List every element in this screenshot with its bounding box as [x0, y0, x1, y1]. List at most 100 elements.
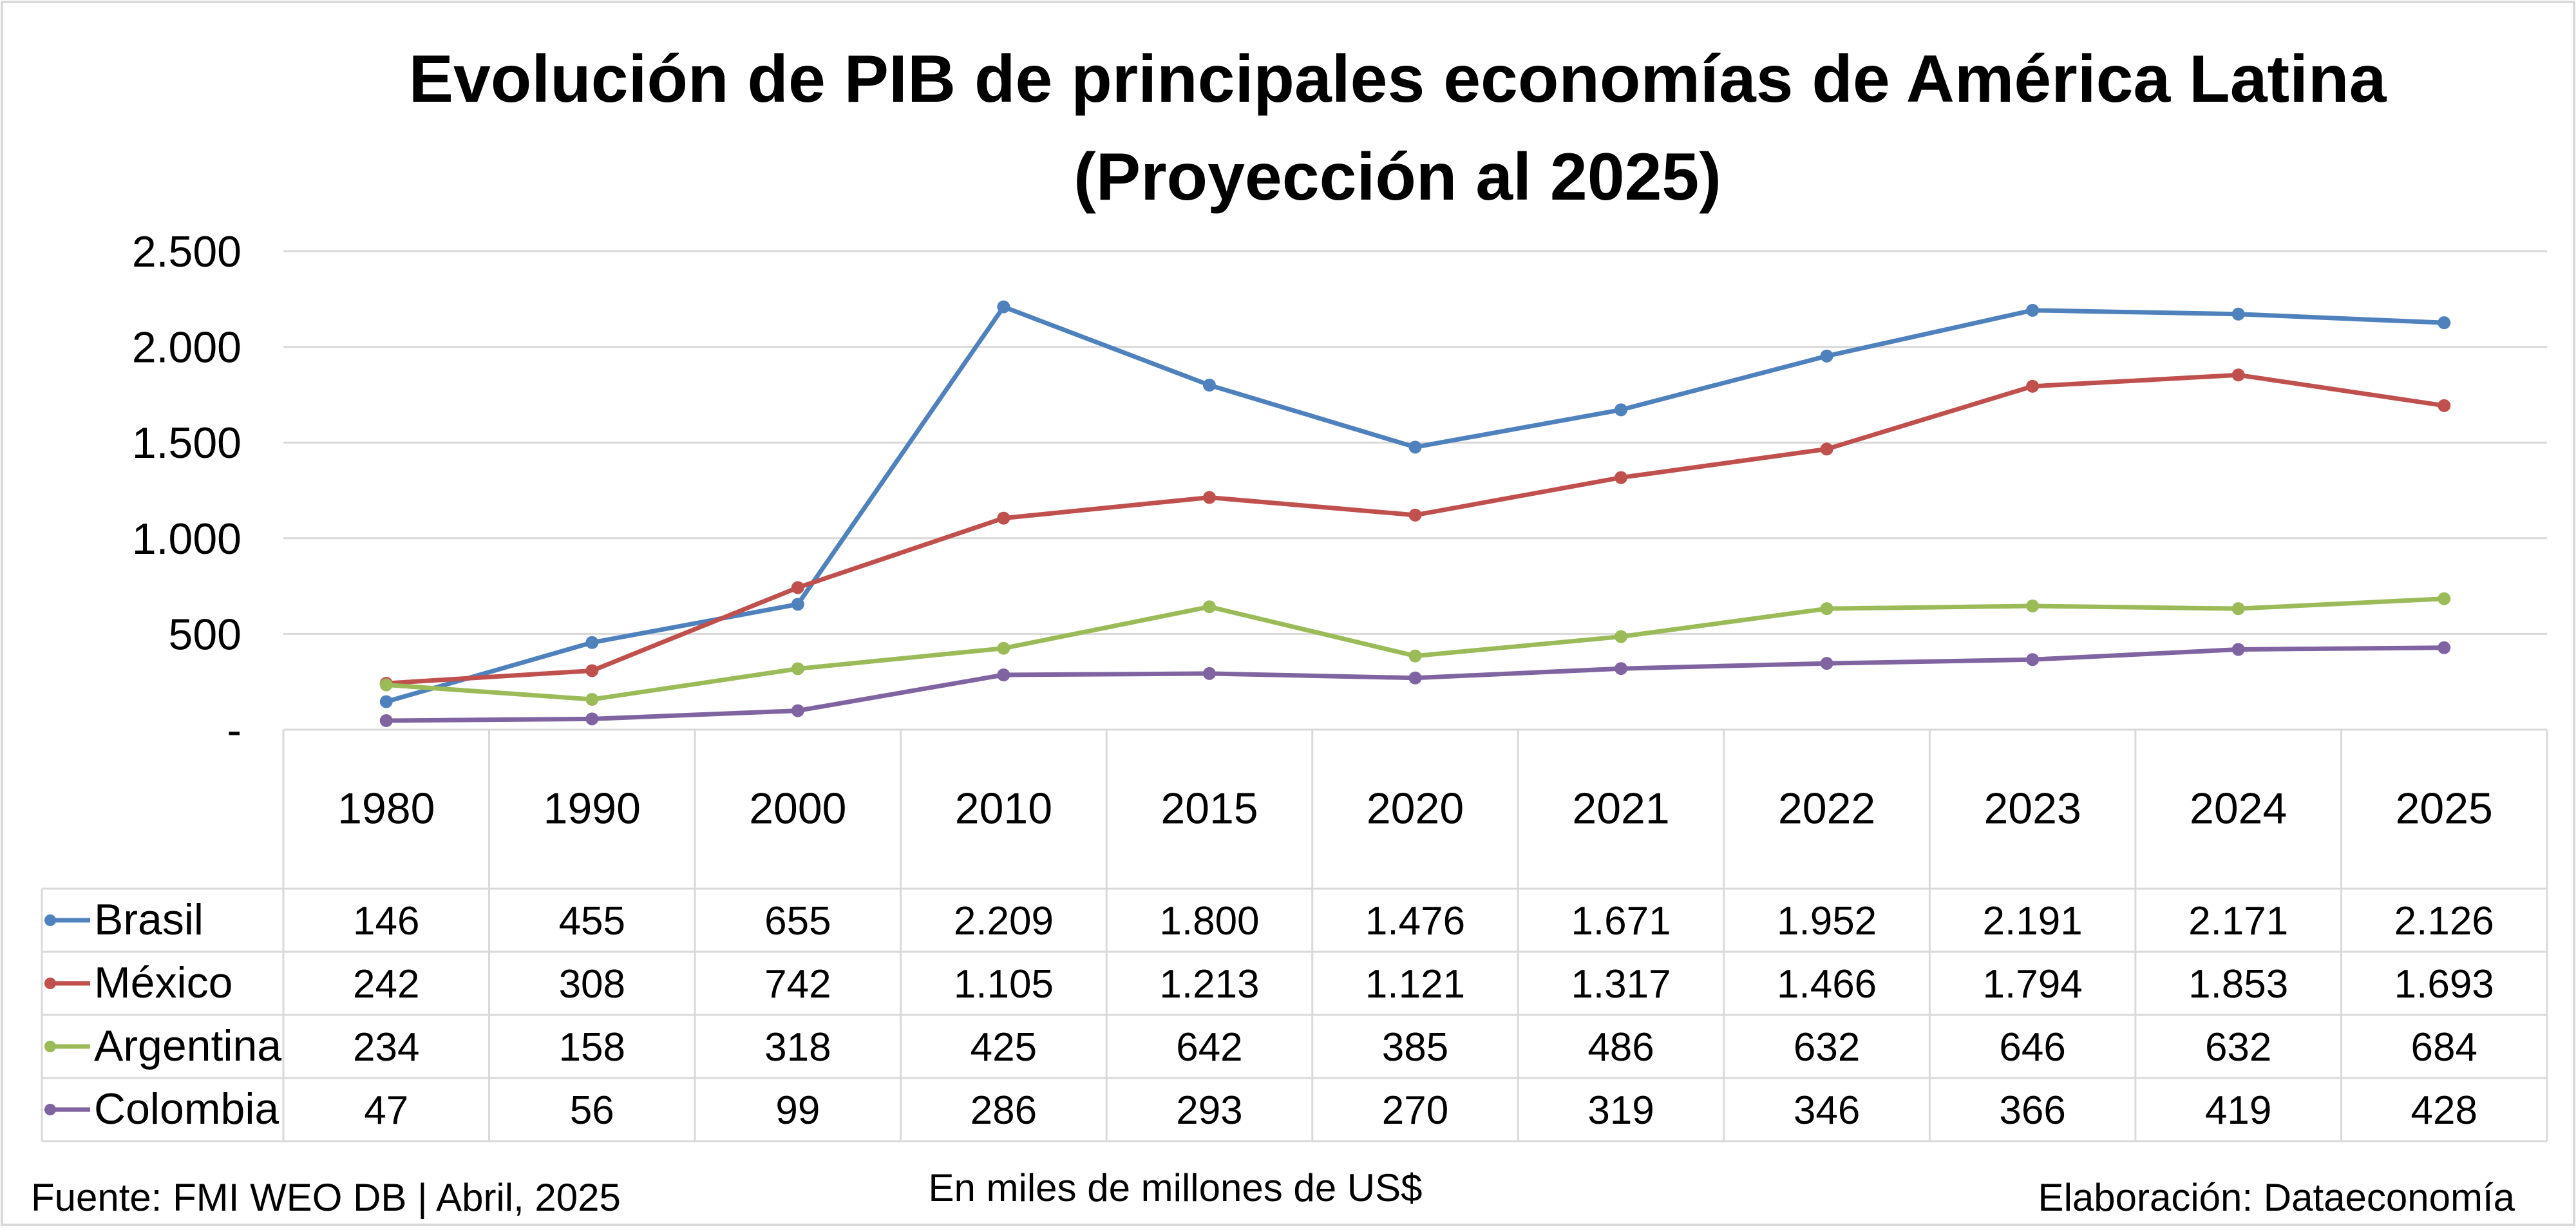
legend-key-marker	[44, 1104, 56, 1115]
data-point	[1408, 508, 1422, 522]
chart-title-line2: (Proyección al 2025)	[1074, 140, 1721, 214]
table-cell-value: 146	[353, 899, 419, 943]
x-category-label: 2023	[1984, 784, 2081, 833]
data-point	[1615, 662, 1628, 676]
data-point	[2438, 316, 2451, 330]
table-row: Argentina 234 158 318 425 642 385 486 632 646 632 6…	[44, 1021, 2477, 1070]
data-point	[2438, 399, 2451, 412]
data-point	[997, 641, 1010, 655]
y-tick-label: 2.000	[132, 323, 242, 372]
data-point	[379, 678, 393, 692]
y-tick-label: -	[227, 706, 242, 755]
table-row: Colombia 47 56 99 286 293 270 319 346 366 419 428	[44, 1084, 2477, 1133]
table-cell-value: 1.800	[1159, 899, 1259, 943]
data-point	[2438, 641, 2451, 654]
data-point	[1202, 600, 1216, 614]
table-cell-value: 2.191	[1983, 899, 2083, 943]
data-point	[1408, 671, 1422, 685]
data-point	[1408, 440, 1422, 454]
data-point	[1615, 471, 1628, 484]
table-cell-value: 2.171	[2188, 899, 2288, 943]
table-cell-value: 2.126	[2394, 899, 2494, 943]
table-cell-value: 56	[570, 1088, 614, 1133]
data-point	[997, 300, 1010, 314]
table-cell-value: 2.209	[954, 899, 1054, 943]
table-cell-value: 99	[775, 1088, 820, 1133]
data-point	[585, 693, 599, 706]
legend-key-marker	[44, 914, 56, 926]
data-point	[2231, 368, 2245, 382]
table-cell-value: 655	[764, 899, 831, 943]
data-point	[2026, 600, 2040, 613]
table-row: México 242 308 742 1.105 1.213 1.121 1.317 1.466…	[44, 958, 2494, 1007]
data-point	[2026, 379, 2040, 393]
series-colombia	[379, 641, 2451, 728]
data-point	[1202, 379, 1216, 392]
table-cell-value: 1.853	[2188, 962, 2288, 1007]
table-cell-value: 242	[353, 962, 419, 1007]
y-tick-label: 2.500	[132, 227, 242, 276]
data-point	[1820, 657, 1833, 670]
series-lines	[379, 300, 2451, 728]
table-cell-value: 1.671	[1571, 899, 1671, 943]
table-cell-value: 642	[1176, 1025, 1242, 1070]
legend-key-marker	[44, 978, 56, 989]
y-tick-label: 1.000	[132, 515, 242, 563]
data-point	[585, 636, 599, 649]
data-point	[791, 581, 804, 594]
data-point	[2231, 602, 2245, 616]
data-point	[2231, 643, 2245, 656]
legend-series-name: Colombia	[94, 1084, 279, 1133]
units-note: En miles de millones de US$	[928, 1166, 1422, 1209]
data-point	[1820, 602, 1833, 616]
legend-series-name: Brasil	[94, 895, 204, 944]
table-cell-value: 1.794	[1983, 962, 2083, 1007]
series-argentina	[379, 592, 2451, 706]
x-category-label: 2010	[955, 784, 1052, 833]
data-point	[585, 712, 599, 726]
data-point	[1202, 491, 1216, 504]
data-point	[1615, 403, 1628, 417]
table-row: Brasil 146 455 655 2.209 1.800 1.476 1.671 1.952…	[44, 895, 2494, 944]
table-cell-value: 419	[2205, 1088, 2271, 1133]
table-cell-value: 646	[1999, 1025, 2065, 1070]
y-tick-label: 500	[169, 610, 242, 659]
data-table: 1980 1990 2000 2010 2015 2020 2021 2022 2023 2024…	[41, 730, 2548, 1142]
table-cell-value: 293	[1176, 1088, 1242, 1133]
y-axis-ticks: - 500 1.000 1.500 2.000 2.500	[132, 227, 242, 755]
legend-key-marker	[44, 1041, 56, 1052]
data-point	[791, 704, 804, 717]
credit-note: Elaboración: Dataeconomía	[2038, 1176, 2515, 1219]
table-cell-value: 318	[764, 1025, 831, 1070]
table-cell-value: 1.121	[1365, 962, 1465, 1007]
data-point	[379, 695, 393, 708]
x-category-label: 2022	[1778, 784, 1875, 833]
data-point	[791, 598, 804, 611]
data-point	[2438, 592, 2451, 605]
chart-title-line1: Evolución de PIB de principales economía…	[409, 42, 2387, 117]
legend-series-name: Argentina	[94, 1021, 281, 1070]
table-cell-value: 234	[353, 1025, 419, 1070]
table-cell-value: 1.317	[1571, 962, 1671, 1007]
data-point	[1615, 630, 1628, 643]
x-category-label: 1980	[337, 784, 435, 833]
table-cell-value: 632	[1794, 1025, 1860, 1070]
table-cell-value: 346	[1794, 1088, 1860, 1133]
table-cell-value: 1.213	[1159, 962, 1259, 1007]
data-point	[2231, 307, 2245, 321]
y-tick-label: 1.500	[132, 419, 242, 468]
gridlines	[283, 250, 2547, 731]
legend-series-name: México	[94, 958, 232, 1007]
x-category-label: 2025	[2396, 784, 2493, 833]
table-cell-value: 270	[1382, 1088, 1448, 1133]
data-point	[2026, 303, 2040, 317]
x-category-label: 1990	[544, 784, 641, 833]
table-cell-value: 632	[2205, 1025, 2271, 1070]
table-cell-value: 742	[764, 962, 831, 1007]
table-cell-value: 684	[2411, 1025, 2477, 1070]
table-cell-value: 425	[971, 1025, 1037, 1070]
data-point	[585, 664, 599, 677]
table-cell-value: 486	[1587, 1025, 1654, 1070]
